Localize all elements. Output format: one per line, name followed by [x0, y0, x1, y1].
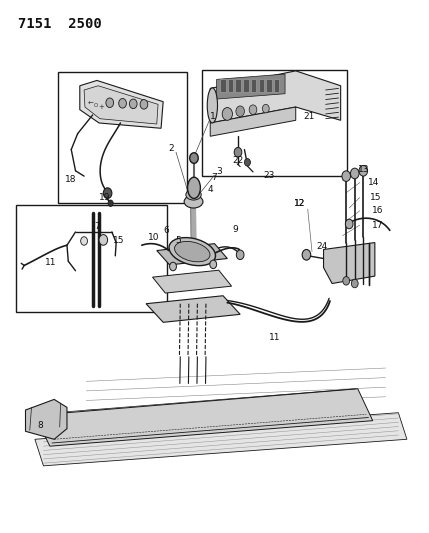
Circle shape [130, 99, 137, 109]
Polygon shape [217, 74, 285, 99]
Text: 8: 8 [38, 422, 43, 431]
Text: 24: 24 [317, 242, 328, 251]
Bar [58, 72, 187, 203]
Text: 14: 14 [368, 178, 379, 187]
Polygon shape [323, 243, 375, 284]
Circle shape [210, 260, 217, 269]
Ellipse shape [207, 88, 218, 123]
Text: 15: 15 [112, 237, 124, 246]
Text: +: + [98, 104, 104, 110]
Text: 6: 6 [164, 226, 169, 235]
Circle shape [103, 188, 112, 198]
Text: 19: 19 [99, 193, 110, 202]
Text: 10: 10 [148, 233, 160, 242]
Circle shape [190, 153, 198, 164]
Circle shape [359, 165, 368, 176]
Text: 23: 23 [263, 171, 275, 180]
Circle shape [245, 159, 251, 166]
Polygon shape [84, 86, 158, 124]
Circle shape [302, 249, 311, 260]
Circle shape [99, 235, 108, 245]
Text: 22: 22 [233, 156, 244, 165]
Text: 18: 18 [65, 175, 76, 184]
Text: 15: 15 [370, 193, 382, 202]
Circle shape [236, 106, 245, 117]
Circle shape [343, 277, 350, 285]
Bar [220, 79, 226, 92]
Circle shape [351, 279, 358, 288]
Polygon shape [157, 244, 227, 265]
Text: 7151  2500: 7151 2500 [18, 17, 102, 30]
Text: 12: 12 [294, 199, 306, 208]
Polygon shape [25, 399, 67, 439]
Circle shape [345, 219, 353, 229]
Text: 2: 2 [168, 144, 174, 153]
Text: 13: 13 [357, 165, 369, 174]
Text: 11: 11 [269, 333, 280, 342]
Bar [243, 79, 249, 92]
Polygon shape [80, 80, 163, 128]
Text: 1: 1 [210, 112, 216, 121]
Ellipse shape [184, 195, 203, 208]
Polygon shape [210, 107, 296, 136]
Circle shape [342, 171, 350, 181]
Ellipse shape [175, 241, 210, 262]
Circle shape [234, 148, 242, 157]
Circle shape [263, 104, 269, 113]
Circle shape [81, 237, 88, 245]
Ellipse shape [186, 189, 201, 200]
Text: 3: 3 [217, 167, 223, 176]
Circle shape [350, 168, 359, 179]
Circle shape [106, 98, 114, 108]
Text: O: O [94, 103, 98, 108]
Bar [202, 70, 347, 176]
Circle shape [249, 105, 257, 115]
Bar [228, 79, 233, 92]
Bar [274, 79, 280, 92]
Text: 4: 4 [207, 185, 213, 194]
Text: 5: 5 [175, 237, 181, 246]
Circle shape [236, 250, 244, 260]
Text: 7: 7 [94, 222, 100, 231]
Text: 16: 16 [372, 206, 384, 215]
Ellipse shape [169, 238, 215, 265]
Text: 9: 9 [232, 225, 238, 234]
Circle shape [108, 200, 113, 206]
Bar [236, 79, 241, 92]
Circle shape [119, 99, 127, 108]
Text: 7: 7 [211, 173, 217, 182]
Polygon shape [35, 413, 407, 466]
Text: 21: 21 [304, 111, 315, 120]
Ellipse shape [187, 177, 200, 198]
Text: 11: 11 [45, 258, 57, 266]
Text: 17: 17 [372, 221, 384, 230]
Polygon shape [35, 389, 373, 446]
Polygon shape [210, 71, 341, 123]
Bar [259, 79, 264, 92]
Text: 12: 12 [293, 199, 305, 208]
Circle shape [169, 262, 176, 271]
Circle shape [222, 108, 233, 120]
Polygon shape [146, 296, 240, 322]
Bar [251, 79, 257, 92]
Polygon shape [152, 270, 232, 293]
Text: $\leftarrow$: $\leftarrow$ [86, 99, 95, 106]
Bar [16, 205, 167, 312]
Circle shape [140, 100, 148, 109]
Bar [266, 79, 272, 92]
